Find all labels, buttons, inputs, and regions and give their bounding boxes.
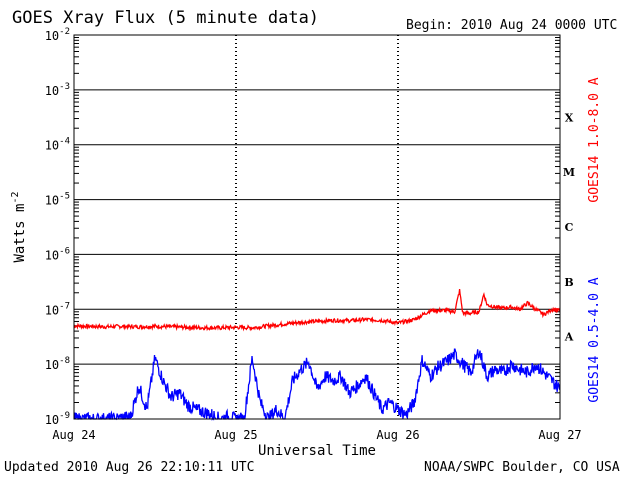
x-tick-label: Aug 24 (52, 428, 95, 442)
y-tick-label: 10-5 (45, 192, 70, 208)
updated-timestamp: Updated 2010 Aug 26 22:10:11 UTC (4, 460, 255, 475)
flare-class-label: B (564, 276, 573, 289)
flare-class-label: M (563, 166, 575, 179)
x-tick-label: Aug 26 (376, 428, 419, 442)
y-tick-label: 10-9 (45, 411, 70, 427)
begin-time: Begin: 2010 Aug 24 0000 UTC (406, 18, 618, 33)
y-tick-label: 10-6 (45, 246, 70, 262)
x-tick-label: Aug 27 (538, 428, 581, 442)
credit-line: NOAA/SWPC Boulder, CO USA (424, 460, 620, 475)
x-tick-label: Aug 25 (214, 428, 257, 442)
x-tick-labels: Aug 24 Aug 25 Aug 26 Aug 27 (52, 428, 581, 442)
y-axis-title: Watts m-2 (10, 191, 28, 262)
flare-class-labels: X M C B A (563, 111, 575, 343)
legend-short-channel: GOES14 0.5-4.0 A (587, 277, 602, 402)
grid-lines (74, 35, 560, 419)
y-tick-label: 10-3 (45, 82, 70, 98)
flare-class-label: C (565, 221, 574, 234)
y-tick-label: 10-8 (45, 356, 70, 372)
flare-class-label: X (565, 111, 574, 124)
y-tick-labels: 10-2 10-3 10-4 10-5 10-6 10-7 10-8 10-9 (45, 27, 70, 427)
flare-class-label: A (564, 331, 574, 344)
y-tick-label: 10-7 (45, 301, 70, 317)
legend-long-channel: GOES14 1.0-8.0 A (587, 77, 602, 202)
series-layer (73, 289, 561, 421)
series-line (73, 348, 561, 421)
y-axis-title-exponent: -2 (10, 191, 21, 203)
y-tick-label: 10-4 (45, 137, 70, 153)
plot-frame (73, 34, 561, 420)
series-line (73, 289, 561, 332)
y-axis-title-text: Watts m (12, 204, 28, 263)
y-tick-label: 10-2 (45, 27, 70, 43)
chart-title: GOES Xray Flux (5 minute data) (12, 8, 320, 28)
x-axis-title: Universal Time (258, 443, 376, 459)
